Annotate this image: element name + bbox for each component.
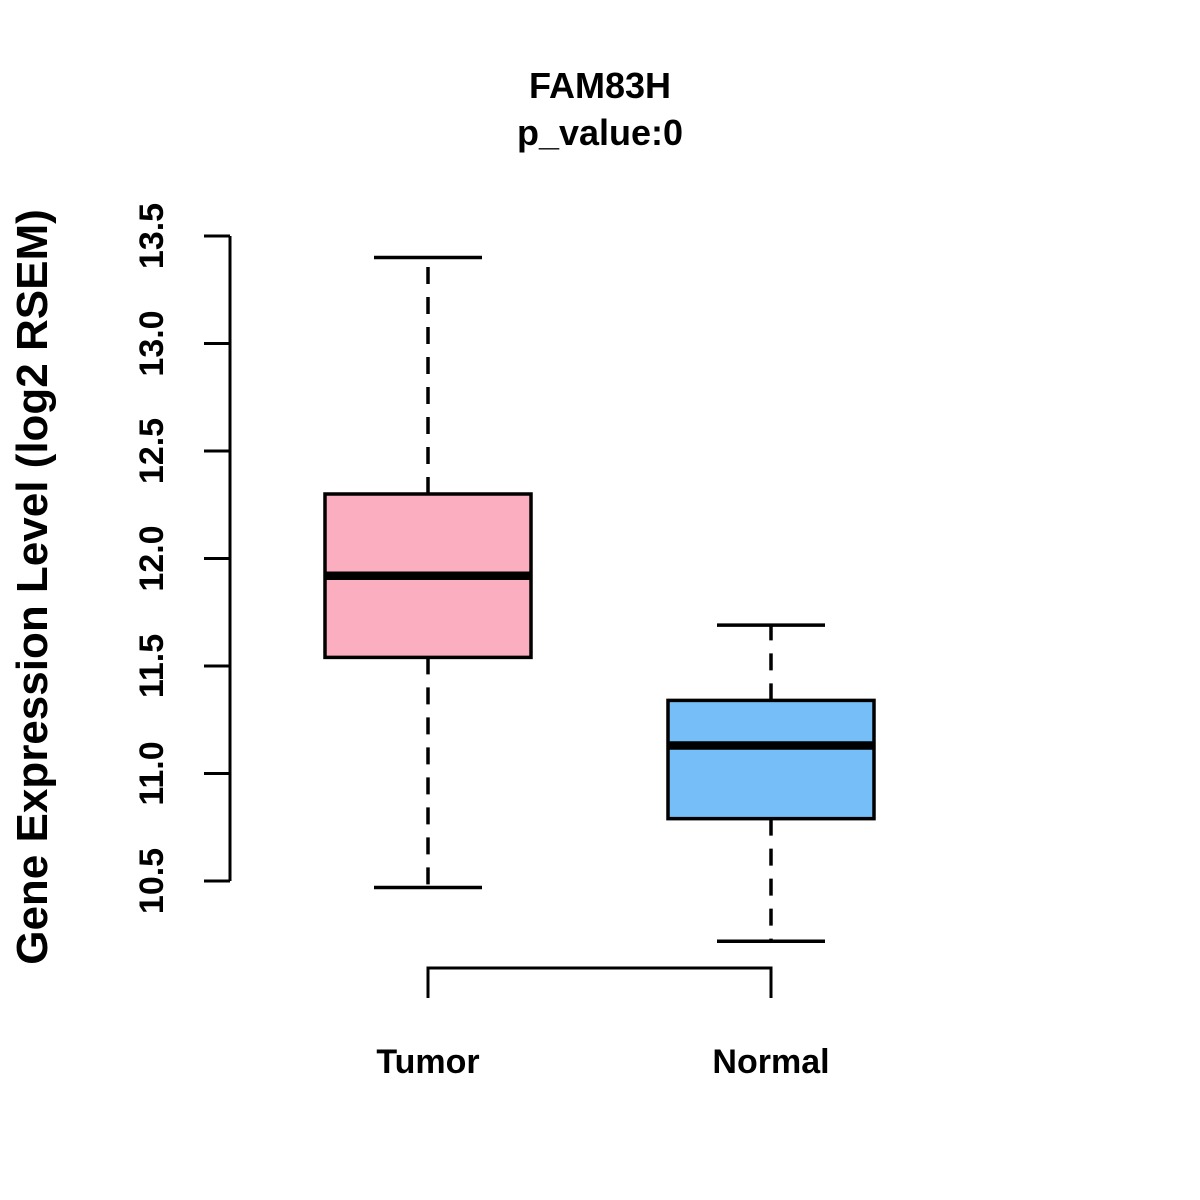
chart-subtitle: p_value:0 xyxy=(516,112,684,153)
x-axis-label-normal: Normal xyxy=(712,1043,829,1081)
x-axis-bracket xyxy=(426,966,773,998)
box-normal xyxy=(666,698,876,821)
y-axis-tick-label: 10.5 xyxy=(133,848,171,914)
y-axis-tick-label: 11.5 xyxy=(133,634,171,698)
y-axis-tick-label: 12.5 xyxy=(133,418,171,484)
y-axis-tick-label: 13.5 xyxy=(133,203,171,269)
y-axis-tick-label: 11.0 xyxy=(133,741,171,805)
y-axis-tick-label: 12.0 xyxy=(133,525,171,591)
x-axis-label-tumor: Tumor xyxy=(376,1043,479,1081)
chart-title: FAM83H xyxy=(528,65,672,106)
y-axis-tick-label: 13.0 xyxy=(133,310,171,376)
y-axis-title: Gene Expression Level (log2 RSEM) xyxy=(8,209,57,965)
